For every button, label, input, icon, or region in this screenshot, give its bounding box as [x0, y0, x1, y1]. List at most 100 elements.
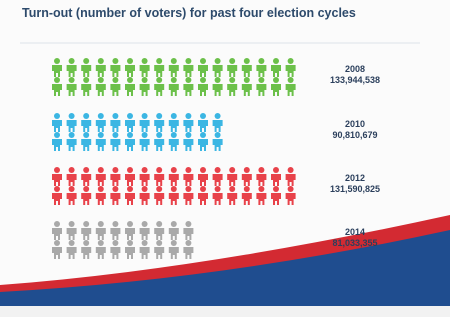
person-head [142, 77, 148, 83]
person-head [54, 132, 60, 138]
person-head [156, 113, 162, 119]
person-body [183, 65, 193, 77]
person-body [140, 228, 150, 240]
person-body [125, 228, 135, 240]
person-head [98, 132, 104, 138]
person-head [171, 77, 177, 83]
person-head [98, 58, 104, 64]
person-head [54, 240, 60, 246]
person-head [288, 167, 294, 173]
category-label: 2014 [345, 227, 365, 237]
person-head [185, 240, 191, 246]
person-body [154, 65, 164, 77]
person-body [110, 174, 120, 186]
person-head [185, 186, 191, 192]
person-body [67, 120, 77, 132]
person-head [244, 77, 250, 83]
person-head [258, 58, 264, 64]
person-head [171, 240, 177, 246]
person-body [183, 120, 193, 132]
value-label: 81,033,355 [332, 238, 377, 248]
person-body [169, 65, 179, 77]
person-head [185, 132, 191, 138]
person-head [200, 58, 206, 64]
person-body [242, 65, 252, 77]
person-body [227, 174, 237, 186]
person-head [156, 132, 162, 138]
person-head [273, 77, 279, 83]
person-body [256, 65, 266, 77]
person-head [98, 77, 104, 83]
person-body [96, 228, 106, 240]
person-body [67, 65, 77, 77]
person-body [154, 84, 164, 96]
person-head [171, 167, 177, 173]
person-body [198, 120, 208, 132]
person-head [171, 58, 177, 64]
person-body [183, 193, 193, 205]
person-head [156, 221, 162, 227]
person-head [54, 77, 60, 83]
person-body [169, 174, 179, 186]
person-head [156, 58, 162, 64]
person-body [227, 193, 237, 205]
person-head [69, 132, 75, 138]
person-body [52, 139, 62, 151]
person-body [286, 84, 296, 96]
person-head [185, 167, 191, 173]
person-head [156, 77, 162, 83]
person-head [142, 186, 148, 192]
person-head [288, 58, 294, 64]
infographic: 2008133,944,538201090,810,6792012131,590… [0, 0, 450, 317]
person-body [140, 120, 150, 132]
person-head [112, 167, 118, 173]
person-body [96, 84, 106, 96]
person-body [213, 139, 223, 151]
person-body [169, 139, 179, 151]
person-head [112, 186, 118, 192]
person-head [98, 221, 104, 227]
person-body [67, 174, 77, 186]
person-head [229, 186, 235, 192]
person-body [125, 139, 135, 151]
person-head [83, 240, 89, 246]
person-head [69, 240, 75, 246]
person-head [69, 167, 75, 173]
person-body [154, 193, 164, 205]
person-head [127, 77, 133, 83]
person-body [140, 247, 150, 259]
person-body [183, 174, 193, 186]
person-body [198, 174, 208, 186]
person-body [81, 65, 91, 77]
person-head [112, 113, 118, 119]
footer-band [0, 306, 450, 317]
category-label: 2008 [345, 64, 365, 74]
person-head [185, 113, 191, 119]
person-head [142, 240, 148, 246]
person-head [258, 167, 264, 173]
person-head [54, 167, 60, 173]
person-body [169, 228, 179, 240]
person-body [198, 65, 208, 77]
person-head [215, 77, 221, 83]
person-body [154, 174, 164, 186]
person-head [83, 167, 89, 173]
person-head [185, 221, 191, 227]
person-head [229, 167, 235, 173]
person-body [96, 193, 106, 205]
person-body [271, 84, 281, 96]
person-head [244, 58, 250, 64]
person-body [52, 193, 62, 205]
person-body [140, 174, 150, 186]
person-body [110, 84, 120, 96]
person-head [112, 132, 118, 138]
person-body [96, 247, 106, 259]
person-head [258, 186, 264, 192]
person-body [125, 193, 135, 205]
person-body [242, 174, 252, 186]
person-body [125, 247, 135, 259]
person-head [215, 186, 221, 192]
person-body [169, 247, 179, 259]
person-body [67, 84, 77, 96]
person-body [271, 65, 281, 77]
